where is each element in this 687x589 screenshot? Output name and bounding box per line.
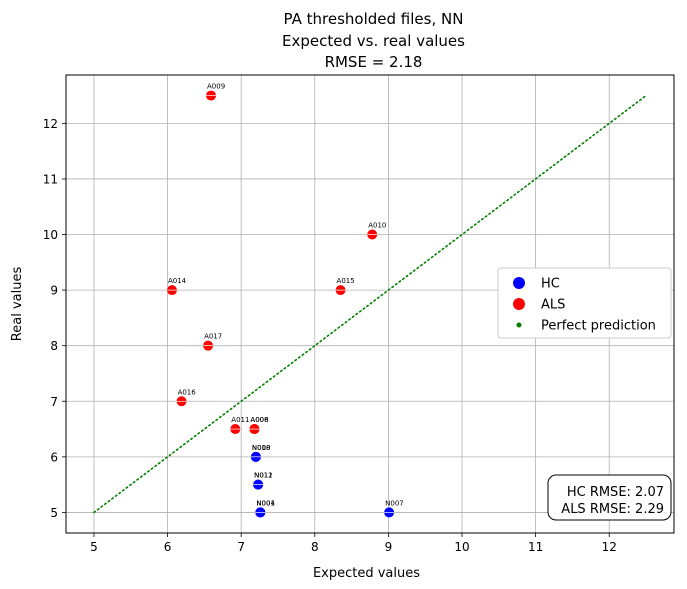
x-tick-label: 6 [164, 540, 172, 554]
x-tick-label: 11 [528, 540, 543, 554]
y-tick-label: 9 [50, 284, 58, 298]
legend-label-perfect: Perfect prediction [541, 319, 656, 334]
hc-point-label: N008 [252, 444, 271, 452]
y-tick-label: 7 [50, 395, 58, 409]
y-axis-ticks: 5 6 7 8 9 10 11 12 [43, 117, 66, 520]
y-tick-label: 6 [50, 450, 58, 464]
als-point-label: A006 [250, 416, 269, 424]
legend: HC ALS Perfect prediction [497, 267, 672, 339]
y-tick-label: 5 [50, 506, 58, 520]
hc-point-label: N004 [256, 499, 275, 507]
title-line-2: Expected vs. real values [282, 32, 465, 50]
y-tick-label: 12 [43, 117, 58, 131]
rmse-annotation-box [547, 474, 672, 521]
legend-label-hc: HC [541, 277, 560, 292]
data-points [166, 90, 395, 518]
x-tick-label: 10 [454, 540, 469, 554]
legend-marker-perfect [516, 322, 522, 328]
y-axis-label: Real values [10, 267, 25, 342]
x-axis-label: Expected values [313, 566, 420, 581]
title-line-1: PA thresholded files, NN [284, 10, 464, 28]
hc-point-label: N007 [385, 499, 404, 507]
hc-point-label: N011 [254, 472, 273, 480]
x-tick-label: 7 [237, 540, 245, 554]
x-tick-label: 5 [90, 540, 98, 554]
als-point-label: A016 [178, 388, 197, 396]
plot-area-frame [65, 74, 675, 534]
perfect-prediction-line-layer [93, 94, 647, 514]
als-point-label: A009 [207, 83, 225, 91]
x-tick-label: 12 [602, 540, 617, 554]
als-point-label: A017 [204, 333, 222, 341]
rmse-annotation: HC RMSE: 2.07 ALS RMSE: 2.29 [547, 474, 672, 521]
als-point-label: A010 [368, 222, 386, 230]
legend-marker-hc [513, 277, 525, 289]
x-tick-label: 9 [385, 540, 393, 554]
y-tick-label: 10 [43, 228, 58, 242]
hc-point-label: N010 [252, 444, 271, 452]
y-tick-label: 11 [43, 172, 58, 186]
x-tick-label: 8 [311, 540, 319, 554]
legend-box [497, 267, 672, 339]
als-point-label: A015 [337, 277, 355, 285]
hc-rmse-text: HC RMSE: 2.07 [567, 485, 664, 500]
x-axis-ticks: 5 6 7 8 9 10 11 12 [90, 533, 617, 554]
als-rmse-text: ALS RMSE: 2.29 [561, 502, 664, 517]
title-line-3: RMSE = 2.18 [325, 53, 423, 71]
als-point-label: A011 [231, 416, 249, 424]
y-tick-label: 8 [50, 339, 58, 353]
legend-marker-als [513, 298, 525, 310]
hc-point-label: N012 [254, 472, 273, 480]
als-point-label: A014 [168, 277, 187, 285]
perfect-prediction-line [93, 94, 647, 514]
als-point-label: A008 [250, 416, 268, 424]
chart-title: PA thresholded files, NN Expected vs. re… [282, 10, 465, 71]
hc-point-label: N001 [256, 499, 275, 507]
legend-label-als: ALS [541, 298, 565, 313]
